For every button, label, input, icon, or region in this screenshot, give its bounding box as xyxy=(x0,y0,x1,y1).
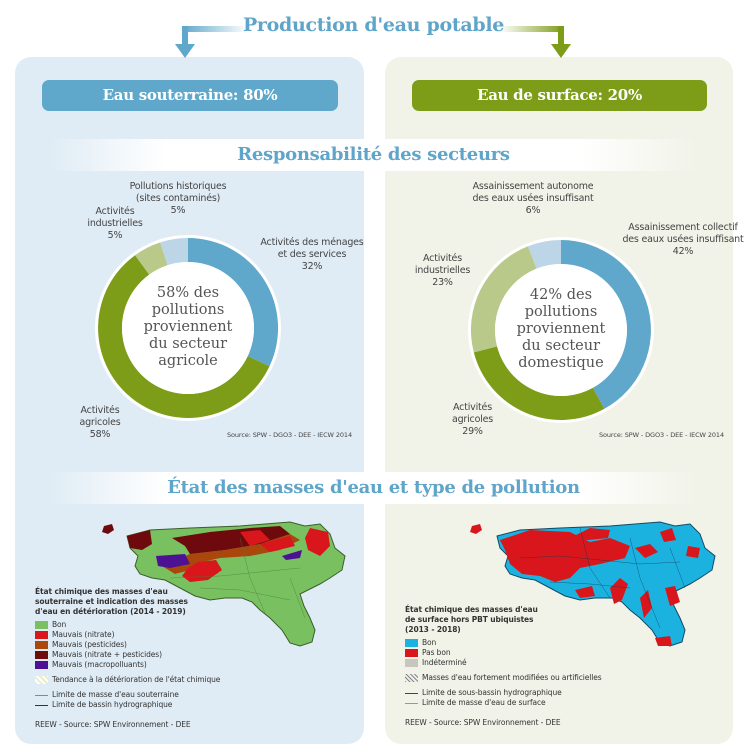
map-source: REEW - Source: SPW Environnement - DEE xyxy=(405,718,561,727)
groundwater-share-button[interactable]: Eau souterraine: 80% xyxy=(42,80,338,111)
legend-item: Limite de sous-bassin hydrographique xyxy=(405,688,605,698)
arrow-right-icon xyxy=(500,26,571,58)
legend-item: Tendance à la détérioration de l'état ch… xyxy=(35,675,235,685)
surface-water-share-button[interactable]: Eau de surface: 20% xyxy=(412,80,707,111)
page-title: Production d'eau potable xyxy=(242,14,505,36)
label-industrielles-surface: Activités industrielles 23% xyxy=(414,253,471,288)
label-industrielles: Activités industrielles 5% xyxy=(87,206,143,241)
label-agricoles: Activités agricoles 58% xyxy=(79,405,121,440)
groundwater-donut-center-text: 58% des pollutions proviennent du secteu… xyxy=(143,285,233,369)
label-menages: Activités des ménages et des services 32% xyxy=(260,237,364,272)
label-agricoles-surface: Activités agricoles 29% xyxy=(451,402,494,437)
surface-water-map xyxy=(470,521,716,647)
source-note: Source: SPW - DGO3 - DEE - IECW 2014 xyxy=(227,431,352,439)
legend-item: Bon xyxy=(35,620,235,630)
legend-item: Limite de bassin hydrographique xyxy=(35,700,235,710)
legend-item: Indéterminé xyxy=(405,658,605,668)
legend-item: Mauvais (pesticides) xyxy=(35,640,235,650)
label-autonome: Assainissement autonome des eaux usées in… xyxy=(472,181,594,216)
surface-water-donut-center-text: 42% des pollutions proviennent du secteu… xyxy=(516,287,606,371)
groundwater-map-legend: État chimique des masses d'eau souterrai… xyxy=(35,587,235,730)
groundwater-donut-chart xyxy=(95,235,281,421)
arrow-left-icon xyxy=(175,26,248,58)
map-source: REEW - Source: SPW Environnement - DEE xyxy=(35,720,191,729)
legend-item: Mauvais (macropolluants) xyxy=(35,660,235,670)
legend-item: Masses d'eau fortement modifiées ou arti… xyxy=(405,673,605,683)
section-header-etat: État des masses d'eau et type de polluti… xyxy=(0,472,747,504)
label-collectif: Assainissement collectif des eaux usées i… xyxy=(622,222,744,257)
legend-item: Pas bon xyxy=(405,648,605,658)
label-historiques: Pollutions historiques (sites contaminés)… xyxy=(129,181,227,216)
legend-item: Limite de masse d'eau de surface xyxy=(405,698,605,708)
section-title: État des masses d'eau et type de polluti… xyxy=(167,477,580,498)
legend-item: Mauvais (nitrate) xyxy=(35,630,235,640)
surface-water-map-legend: État chimique des masses d'eau de surfac… xyxy=(405,605,605,728)
section-header-responsabilite: Responsabilité des secteurs xyxy=(0,139,747,171)
legend-item: Limite de masse d'eau souterraine xyxy=(35,690,235,700)
groundwater-map xyxy=(102,521,346,647)
legend-item: Bon xyxy=(405,638,605,648)
surface-water-donut-chart xyxy=(468,237,654,423)
source-note-surface: Source: SPW - DGO3 - DEE - IECW 2014 xyxy=(599,431,724,439)
legend-item: Mauvais (nitrate + pesticides) xyxy=(35,650,235,660)
section-title: Responsabilité des secteurs xyxy=(237,144,510,165)
